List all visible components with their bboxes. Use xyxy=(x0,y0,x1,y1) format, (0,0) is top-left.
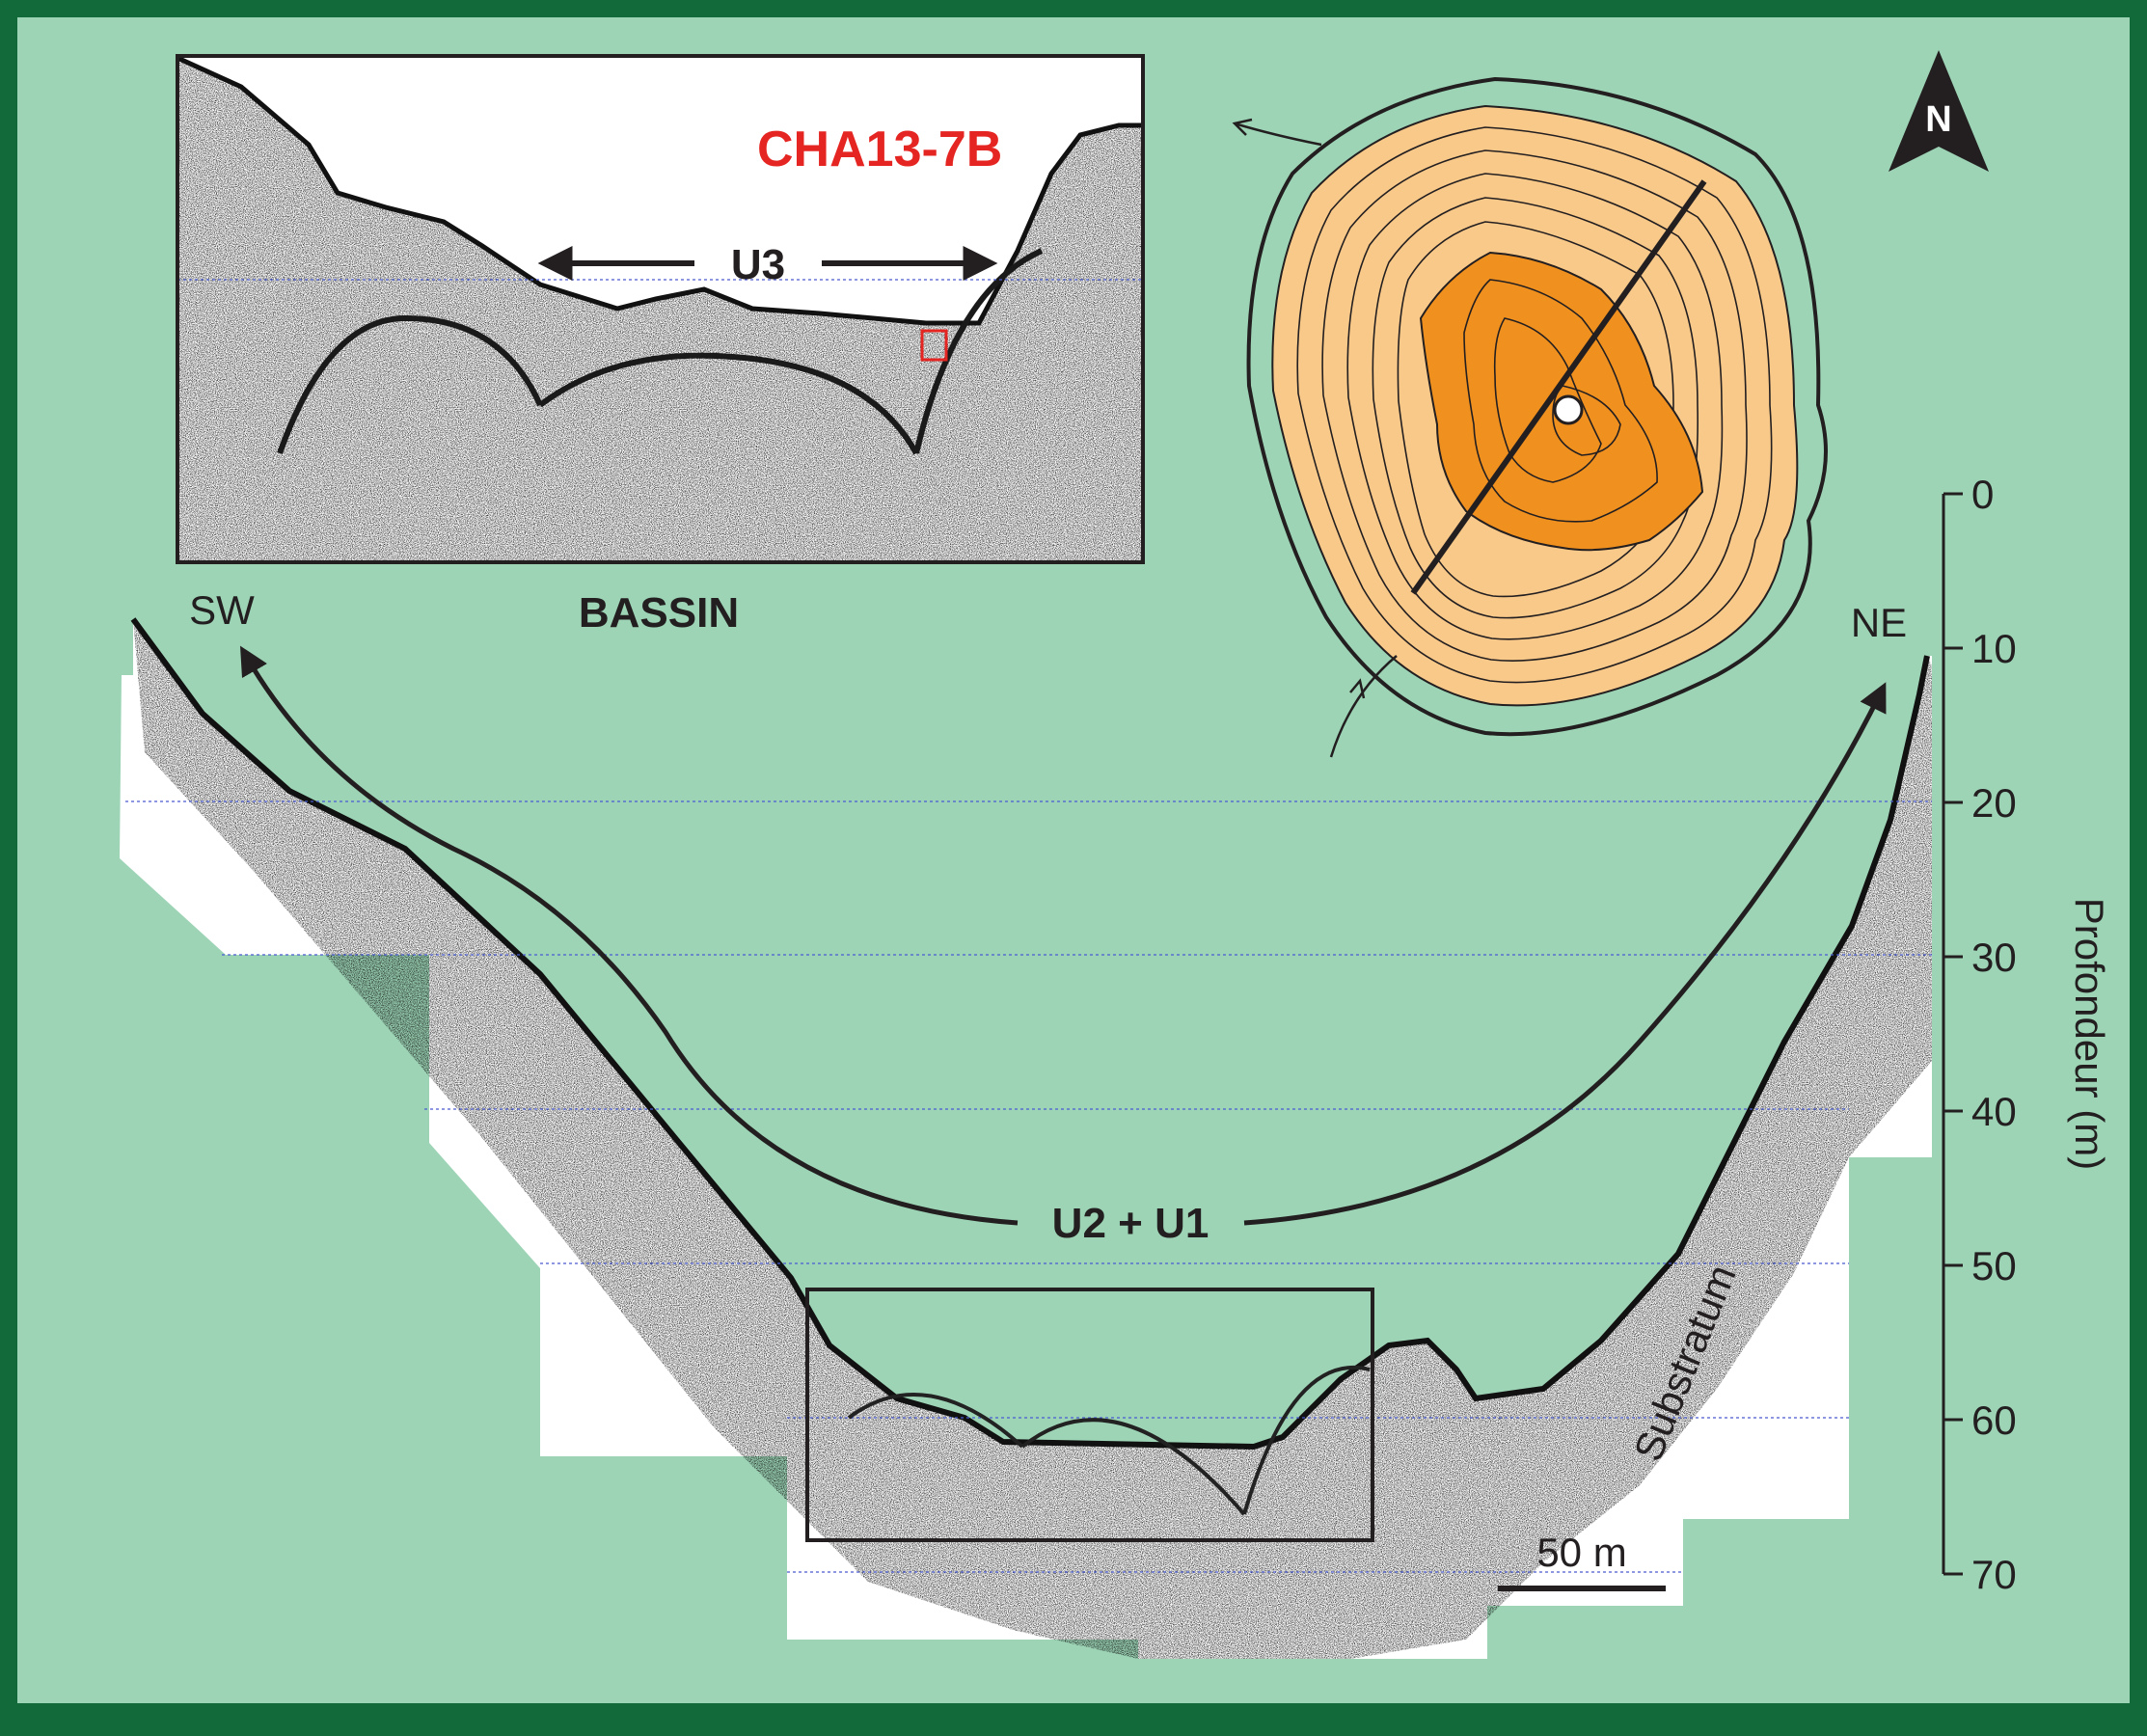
inset-hummocks xyxy=(277,248,1044,455)
ne-label: NE xyxy=(1851,600,1907,645)
u2-u1-arc xyxy=(240,645,1887,1226)
depth-tick-label: 40 xyxy=(1971,1089,2017,1134)
depth-tick-label: 30 xyxy=(1971,935,2017,980)
north-label: N xyxy=(1925,99,1951,140)
north-arrow: N xyxy=(1889,50,1989,172)
inset-seafloor xyxy=(176,55,1143,326)
sw-label: SW xyxy=(189,587,255,633)
depth-tick-label: 60 xyxy=(1971,1397,2017,1443)
north-arrow-shape xyxy=(1889,50,1989,172)
depth-tick-label: 70 xyxy=(1971,1552,2017,1597)
deep-contours xyxy=(1463,279,1658,523)
depth-gridlines xyxy=(125,800,1932,1573)
seismic-profile xyxy=(120,617,1932,1659)
depth-axis: 0 10 20 30 40 50 60 70 Profondeur (m) xyxy=(1942,472,2112,1597)
bathymetry-contours xyxy=(1296,126,1773,684)
inset-panel: CHA13-7B U3 xyxy=(176,54,1145,564)
scale-bar-label: 50 m xyxy=(1536,1530,1626,1575)
depth-tick-label: 0 xyxy=(1971,472,1994,517)
profile-transect-line xyxy=(1410,179,1707,595)
u3-label: U3 xyxy=(731,241,785,288)
depth-tick-label: 50 xyxy=(1971,1243,2017,1288)
inset-frame xyxy=(176,54,1145,564)
u2-u1-label: U2 + U1 xyxy=(1052,1200,1209,1247)
depth-tick-labels: 0 10 20 30 40 50 60 70 xyxy=(1971,472,2017,1597)
basin-label: BASSIN xyxy=(579,589,739,637)
seafloor-line xyxy=(130,617,1930,1451)
basin-hummocks xyxy=(847,1365,1371,1516)
core-site-marker xyxy=(1553,394,1584,425)
core-label: CHA13-7B xyxy=(757,122,1002,177)
depth-axis-title: Profondeur (m) xyxy=(2067,898,2112,1170)
scale-bar: 50 m xyxy=(1498,1530,1666,1591)
inset-sediment xyxy=(177,58,1143,562)
depth-tick-label: 10 xyxy=(1971,626,2017,671)
depth-tick-label: 20 xyxy=(1971,780,2017,826)
depth-tick-marks xyxy=(1943,492,1963,1576)
inset-location-box xyxy=(805,1288,1374,1542)
core-location-marker xyxy=(920,329,948,362)
lake-inlet-outlet-arrows xyxy=(1232,118,1398,758)
lake-map xyxy=(1232,76,1828,758)
